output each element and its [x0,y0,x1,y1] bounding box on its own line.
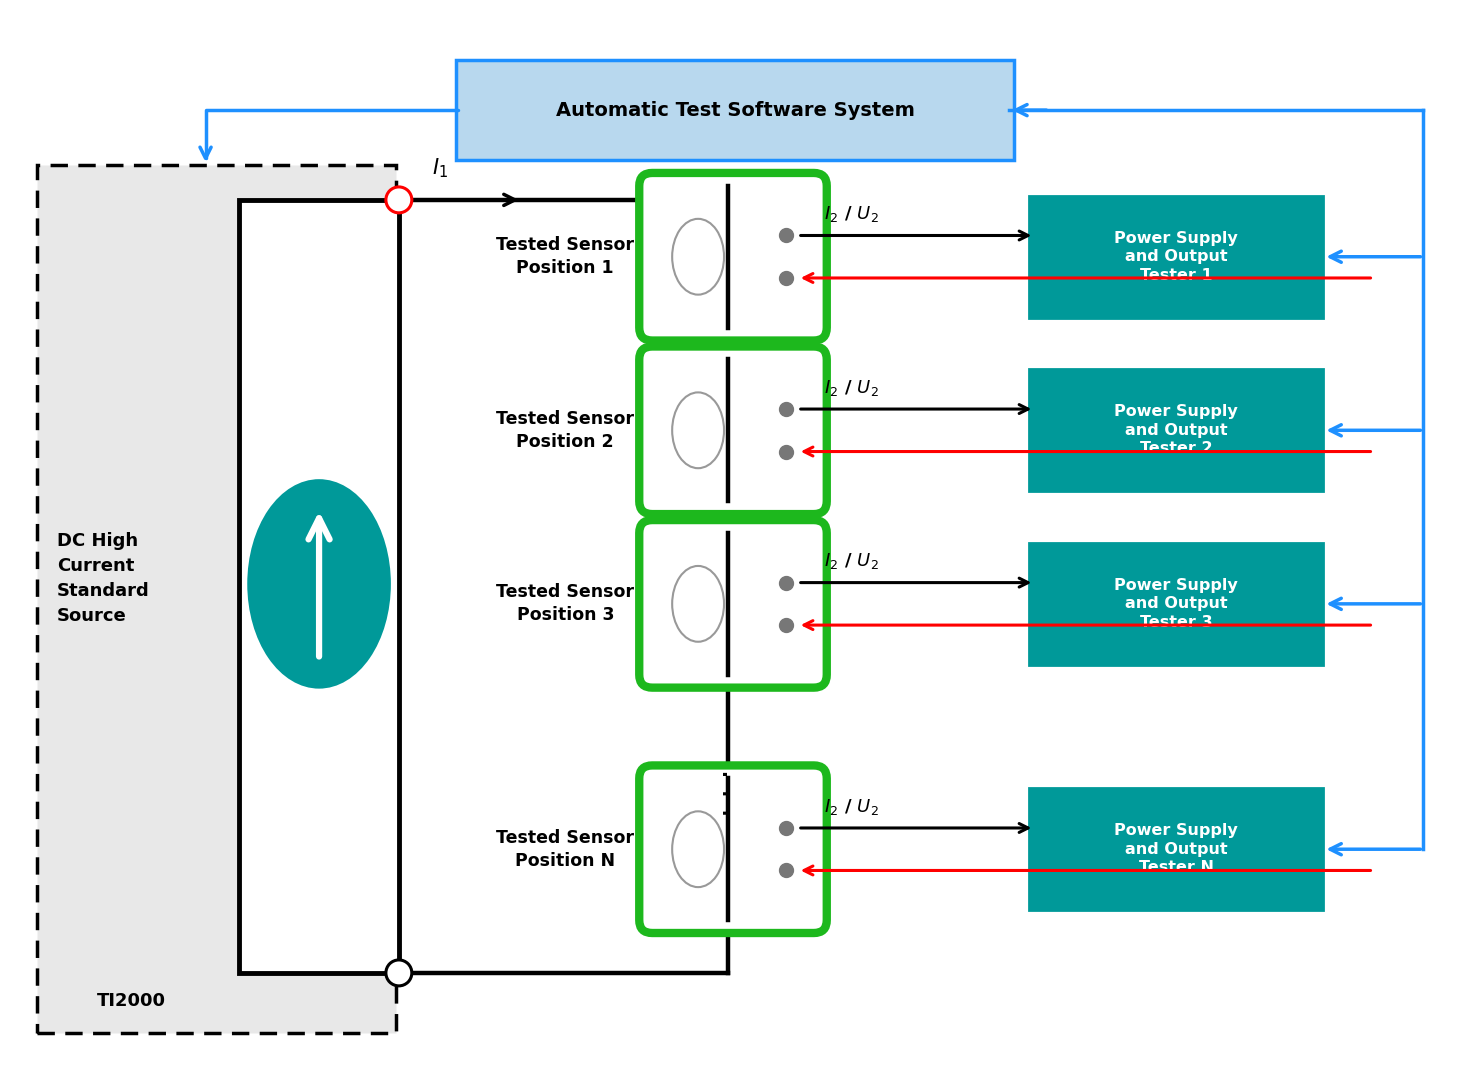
Text: $\mathit{I}_2$ / $\mathit{U}_2$: $\mathit{I}_2$ / $\mathit{U}_2$ [824,797,879,817]
Text: Power Supply
and Output
Tester 1: Power Supply and Output Tester 1 [1114,231,1238,283]
Text: $\mathit{I}_2$ / $\mathit{U}_2$: $\mathit{I}_2$ / $\mathit{U}_2$ [824,378,879,397]
FancyBboxPatch shape [1029,369,1323,491]
Text: Tested Sensor
Position N: Tested Sensor Position N [496,829,634,870]
Text: · · ·: · · · [714,768,742,817]
Text: Power Supply
and Output
Tester 3: Power Supply and Output Tester 3 [1114,578,1238,629]
FancyBboxPatch shape [639,521,827,687]
Ellipse shape [247,479,392,688]
FancyBboxPatch shape [456,60,1014,160]
FancyBboxPatch shape [639,173,827,341]
Text: $\mathit{I}_2$ / $\mathit{U}_2$: $\mathit{I}_2$ / $\mathit{U}_2$ [824,551,879,572]
Ellipse shape [673,219,724,295]
FancyBboxPatch shape [639,766,827,933]
FancyBboxPatch shape [240,200,399,972]
Text: DC High
Current
Standard
Source: DC High Current Standard Source [57,533,150,625]
Ellipse shape [673,392,724,468]
Text: $\mathit{I}_1$: $\mathit{I}_1$ [431,157,447,180]
FancyBboxPatch shape [1029,196,1323,318]
Text: Power Supply
and Output
Tester N: Power Supply and Output Tester N [1114,823,1238,876]
Text: $\mathit{I}_2$ / $\mathit{U}_2$: $\mathit{I}_2$ / $\mathit{U}_2$ [824,205,879,224]
FancyBboxPatch shape [1029,543,1323,664]
Text: Automatic Test Software System: Automatic Test Software System [555,100,914,120]
Text: TI2000: TI2000 [97,992,166,1010]
Text: Tested Sensor
Position 3: Tested Sensor Position 3 [496,584,634,624]
Ellipse shape [673,811,724,888]
FancyBboxPatch shape [1029,788,1323,910]
Text: Tested Sensor
Position 2: Tested Sensor Position 2 [496,409,634,451]
FancyBboxPatch shape [639,346,827,514]
FancyBboxPatch shape [37,164,396,1032]
Circle shape [386,187,412,212]
Ellipse shape [673,566,724,641]
Text: Tested Sensor
Position 1: Tested Sensor Position 1 [496,236,634,278]
Circle shape [386,959,412,986]
Text: Power Supply
and Output
Tester 2: Power Supply and Output Tester 2 [1114,404,1238,456]
